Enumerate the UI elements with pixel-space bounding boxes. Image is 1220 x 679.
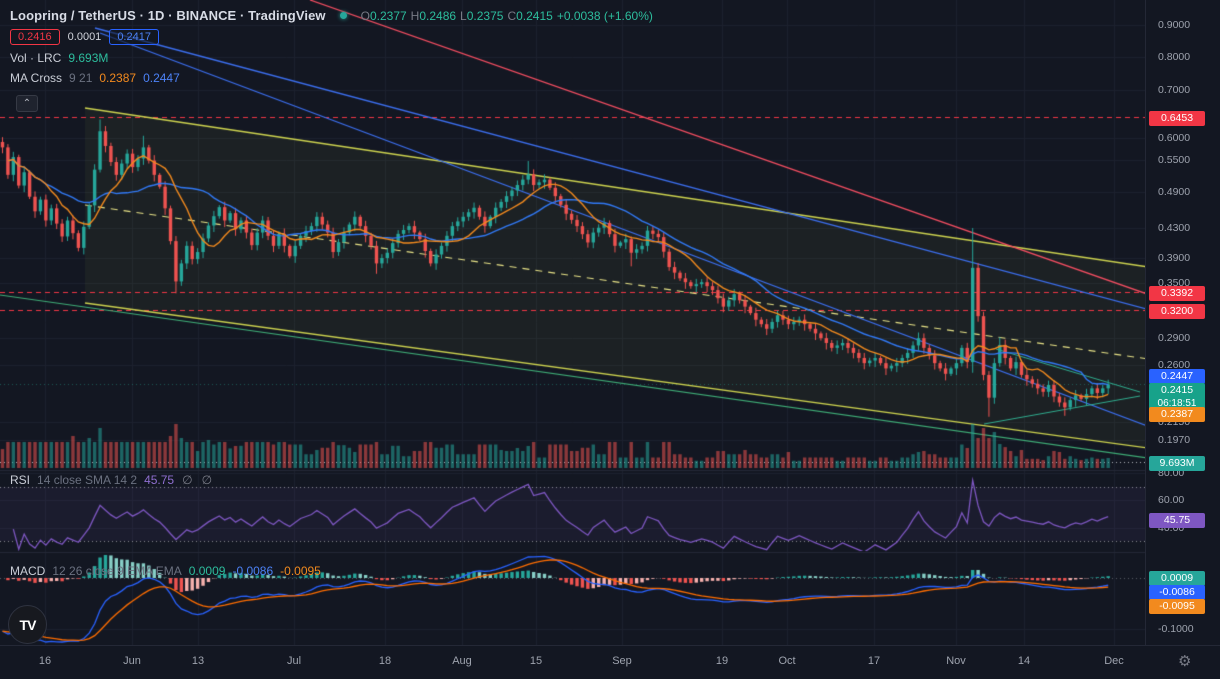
time-axis-label: 14 <box>1017 655 1031 667</box>
price-axis-label: 0.5500 <box>1158 154 1191 166</box>
time-axis-label: Sep <box>612 655 632 667</box>
price-axis-label: 60.00 <box>1158 494 1185 506</box>
chart-legend: Loopring / TetherUS · 1D · BINANCE · Tra… <box>10 8 653 91</box>
price-axis-label: 0.9000 <box>1158 19 1191 31</box>
axis-price-badge: 0.2415 06:18:51 <box>1149 383 1205 411</box>
price-axis-label: -0.1000 <box>1158 623 1194 635</box>
time-axis-label: 13 <box>191 655 205 667</box>
rsi-empty-icon[interactable]: ∅ <box>182 473 193 487</box>
macd-signal-value: -0.0095 <box>280 564 321 578</box>
change-value: +0.0038 (+1.60%) <box>556 8 653 23</box>
axis-price-badge: 9.693M <box>1149 456 1205 471</box>
spread-value: 0.0001 <box>67 31 102 43</box>
time-axis-label: Oct <box>778 655 796 667</box>
time-axis-label: 17 <box>867 655 881 667</box>
axis-price-badge: 0.6453 <box>1149 111 1205 126</box>
time-axis-label: 19 <box>715 655 729 667</box>
axis-price-badge: -0.0095 <box>1149 599 1205 614</box>
price-axis-label: 0.2900 <box>1158 332 1191 344</box>
macd-legend[interactable]: MACD 12 26 close 9 EMA EMA 0.0009 -0.008… <box>10 564 321 578</box>
axis-price-badge: 0.2387 <box>1149 407 1205 422</box>
price-axis-label: 0.4300 <box>1158 222 1191 234</box>
axis-price-badge: 45.75 <box>1149 513 1205 528</box>
macd-hist-value: 0.0009 <box>188 564 226 578</box>
time-axis-label: 18 <box>378 655 392 667</box>
time-axis[interactable]: ⚙ 16 Jun 13 Jul 18 Aug 15 Sep 19 Oct 17 Nov 14 Dec <box>0 645 1220 679</box>
axis-price-badge: -0.0086 <box>1149 585 1205 600</box>
time-axis-label: 15 <box>529 655 543 667</box>
tradingview-logo[interactable]: TV <box>8 605 47 644</box>
market-status-dot <box>339 12 347 19</box>
time-axis-label: Nov <box>946 655 966 667</box>
axis-price-badge: 0.3200 <box>1149 304 1205 319</box>
volume-value: 9.693M <box>68 51 109 65</box>
price-axis-label: 0.7000 <box>1158 84 1191 96</box>
time-axis-label: Jul <box>286 655 302 667</box>
price-axis-label: 0.4900 <box>1158 186 1191 198</box>
symbol-title[interactable]: Loopring / TetherUS · 1D · BINANCE · Tra… <box>10 8 326 23</box>
time-axis-label: Dec <box>1104 655 1124 667</box>
rsi-value: 45.75 <box>144 473 175 487</box>
axis-price-badge: 0.3392 <box>1149 286 1205 301</box>
time-axis-label: Aug <box>452 655 472 667</box>
price-axis[interactable]: 0.9000 0.8000 0.7000 0.6000 0.5500 0.4900 0.43… <box>1145 0 1220 645</box>
volume-legend[interactable]: Vol · LRC 9.693M <box>10 51 109 65</box>
buy-price-button[interactable]: 0.2417 <box>109 29 159 45</box>
axis-price-badge: 0.2447 <box>1149 369 1205 384</box>
time-axis-label: Jun <box>123 655 141 667</box>
axis-price-badge: 0.0009 <box>1149 571 1205 586</box>
rsi-legend[interactable]: RSI 14 close SMA 14 2 45.75 ∅ ∅ <box>10 473 213 487</box>
ma21-value: 0.2447 <box>143 71 180 85</box>
price-axis-label: 0.8000 <box>1158 51 1191 63</box>
price-axis-label: 0.2600 <box>1158 359 1191 371</box>
time-axis-label: 16 <box>38 655 52 667</box>
ma-cross-legend[interactable]: MA Cross 9 21 0.2387 0.2447 <box>10 71 180 85</box>
ma9-value: 0.2387 <box>99 71 137 85</box>
price-axis-label: 0.6000 <box>1158 132 1191 144</box>
sell-price-button[interactable]: 0.2416 <box>10 29 60 45</box>
macd-line-value: -0.0086 <box>232 564 274 578</box>
price-axis-label: 0.3900 <box>1158 252 1191 264</box>
rsi-empty-icon[interactable]: ∅ <box>201 473 213 487</box>
price-axis-label: 0.1970 <box>1158 434 1191 446</box>
collapse-pane-button[interactable]: ⌃ <box>16 95 38 112</box>
ohlc-values: O0.2377 H0.2486 L0.2375 C0.2415 +0.0038 … <box>360 8 653 23</box>
settings-gear-icon[interactable]: ⚙ <box>1178 653 1192 670</box>
